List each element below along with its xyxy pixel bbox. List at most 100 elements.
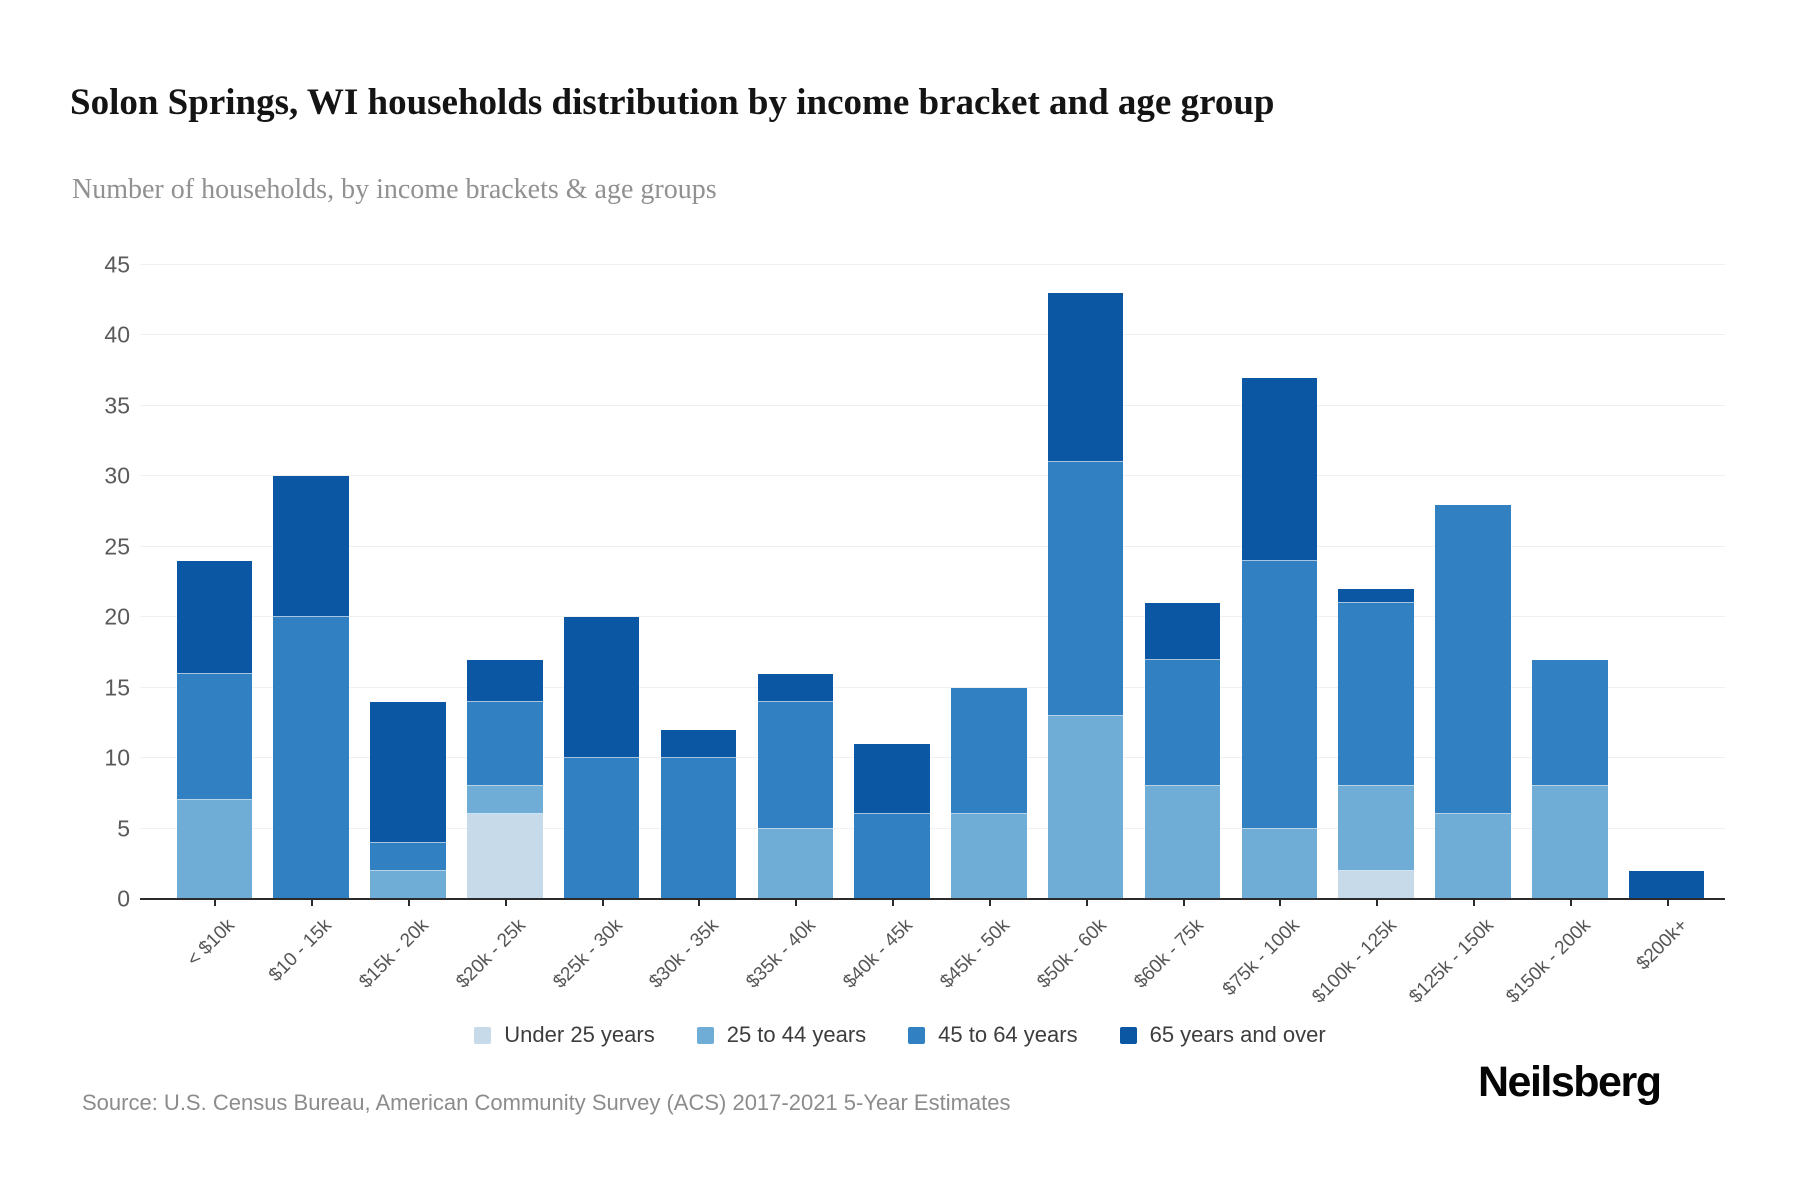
bar-segment[interactable] — [370, 701, 446, 843]
legend-item-under-25-years[interactable]: Under 25 years — [474, 1022, 655, 1048]
bar-segment[interactable] — [1338, 786, 1414, 871]
bar-slot-$150k - 200k: $150k - 200k — [1502, 265, 1618, 1008]
gridline-45 — [140, 264, 1725, 265]
bar-segment[interactable] — [370, 870, 446, 899]
bar-segment[interactable] — [757, 701, 834, 829]
bar-segment[interactable] — [757, 828, 834, 899]
x-tick — [988, 899, 991, 906]
x-tick-label: $30k - 35k — [645, 915, 724, 993]
stacked-bar-$10 - 15k — [273, 476, 349, 899]
x-tick — [1472, 899, 1475, 906]
x-tick — [1182, 899, 1185, 906]
legend: Under 25 years 25 to 44 years 45 to 64 yea… — [0, 1022, 1800, 1048]
bar-segment[interactable] — [563, 617, 640, 759]
bar-segment[interactable] — [1532, 786, 1608, 899]
bar-segment[interactable] — [467, 659, 543, 702]
x-tick — [1666, 899, 1669, 906]
bar-segment[interactable] — [467, 701, 543, 787]
bar-slot-$30k - 35k: $30k - 35k — [646, 265, 747, 993]
x-tick — [698, 899, 701, 906]
stacked-bar-$30k - 35k — [660, 729, 737, 899]
stacked-bar-$40k - 45k — [854, 744, 930, 899]
legend-item-65-years-and-over[interactable]: 65 years and over — [1119, 1022, 1326, 1048]
x-tick — [1085, 899, 1088, 906]
x-tick — [408, 899, 411, 906]
bar-segment[interactable] — [1047, 293, 1124, 463]
legend-label: 45 to 64 years — [938, 1022, 1078, 1047]
gridline-40 — [140, 334, 1725, 336]
x-tick — [214, 899, 217, 906]
bar-slot-$200k+: $200k+ — [1618, 265, 1715, 974]
bar-segment[interactable] — [1047, 462, 1124, 716]
stacked-bar-$150k - 200k — [1532, 659, 1608, 899]
bar-slot-$40k - 45k: $40k - 45k — [839, 265, 941, 993]
legend-swatch-icon — [474, 1026, 492, 1044]
bar-slot-$60k - 75k: $60k - 75k — [1130, 265, 1231, 993]
y-tick-label-35: 35 — [104, 392, 130, 419]
bar-segment[interactable] — [176, 673, 253, 801]
legend-item-25-to-44-years[interactable]: 25 to 44 years — [696, 1022, 866, 1048]
bar-segment[interactable] — [1435, 504, 1511, 815]
bar-segment[interactable] — [660, 758, 737, 899]
bar-slot-< $10k: < $10k — [166, 265, 263, 971]
bar-segment[interactable] — [370, 842, 446, 871]
x-tick — [311, 899, 314, 906]
legend-label: 65 years and over — [1149, 1022, 1326, 1047]
x-tick-label: $50k - 60k — [1032, 915, 1111, 993]
bar-slot-$20k - 25k: $20k - 25k — [452, 265, 553, 993]
bar-segment[interactable] — [176, 560, 253, 674]
bar-segment[interactable] — [1435, 814, 1511, 899]
bar-segment[interactable] — [1241, 377, 1318, 561]
stacked-bar-$15k - 20k — [370, 701, 446, 899]
bar-segment[interactable] — [563, 758, 640, 899]
bar-segment[interactable] — [660, 729, 737, 759]
bar-segment[interactable] — [1047, 715, 1124, 899]
bar-segment[interactable] — [1338, 870, 1414, 899]
bar-segment[interactable] — [1532, 659, 1608, 787]
bar-slot-$100k - 125k: $100k - 125k — [1308, 265, 1425, 1008]
legend-item-45-to-64-years[interactable]: 45 to 64 years — [908, 1022, 1078, 1048]
x-tick-label: $20k - 25k — [452, 915, 530, 993]
x-tick-label: $200k+ — [1632, 915, 1692, 975]
gridline-5 — [140, 827, 1725, 829]
stacked-bar-$100k - 125k — [1338, 589, 1414, 899]
bar-row: < $10k $10 - 15k $15k - 20k $20k - 25k $25k … — [140, 265, 1725, 1008]
bar-segment[interactable] — [467, 814, 543, 899]
bar-segment[interactable] — [854, 814, 930, 899]
x-tick-label: $100k - 125k — [1308, 915, 1402, 1008]
y-tick-label-20: 20 — [104, 603, 130, 630]
bar-segment[interactable] — [1241, 828, 1318, 899]
bar-segment[interactable] — [951, 687, 1027, 815]
chart-title: Solon Springs, WI households distributio… — [70, 81, 1275, 123]
y-tick-label-30: 30 — [104, 462, 130, 489]
bar-segment[interactable] — [1338, 603, 1414, 787]
bar-slot-$10 - 15k: $10 - 15k — [263, 265, 360, 986]
gridline-35 — [140, 404, 1725, 406]
bar-segment[interactable] — [467, 786, 543, 815]
bar-segment[interactable] — [951, 814, 1027, 899]
bar-segment[interactable] — [1144, 786, 1221, 899]
bar-slot-$15k - 20k: $15k - 20k — [355, 265, 457, 993]
bar-segment[interactable] — [273, 617, 349, 899]
bar-segment[interactable] — [1628, 870, 1705, 899]
bar-segment[interactable] — [1241, 560, 1318, 829]
x-tick-label: $35k - 40k — [742, 915, 821, 993]
bar-slot-$75k - 100k: $75k - 100k — [1219, 265, 1328, 1000]
neilsberg-logo: Neilsberg — [1478, 1058, 1662, 1106]
y-tick-label-5: 5 — [117, 815, 130, 842]
stacked-bar-$20k - 25k — [467, 659, 543, 899]
x-tick-label: $125k - 150k — [1405, 915, 1498, 1008]
bar-slot-$45k - 50k: $45k - 50k — [936, 265, 1038, 993]
bar-segment[interactable] — [757, 673, 834, 702]
bar-segment[interactable] — [1338, 589, 1414, 604]
stacked-bar-< $10k — [176, 560, 253, 899]
y-tick-label-15: 15 — [104, 674, 130, 701]
bar-segment[interactable] — [1144, 603, 1221, 660]
bar-segment[interactable] — [1144, 659, 1221, 787]
x-tick-label: $40k - 45k — [839, 915, 917, 993]
chart-subtitle: Number of households, by income brackets… — [72, 174, 717, 205]
bar-segment[interactable] — [273, 476, 349, 618]
bar-segment[interactable] — [176, 800, 253, 899]
bar-segment[interactable] — [854, 744, 930, 815]
